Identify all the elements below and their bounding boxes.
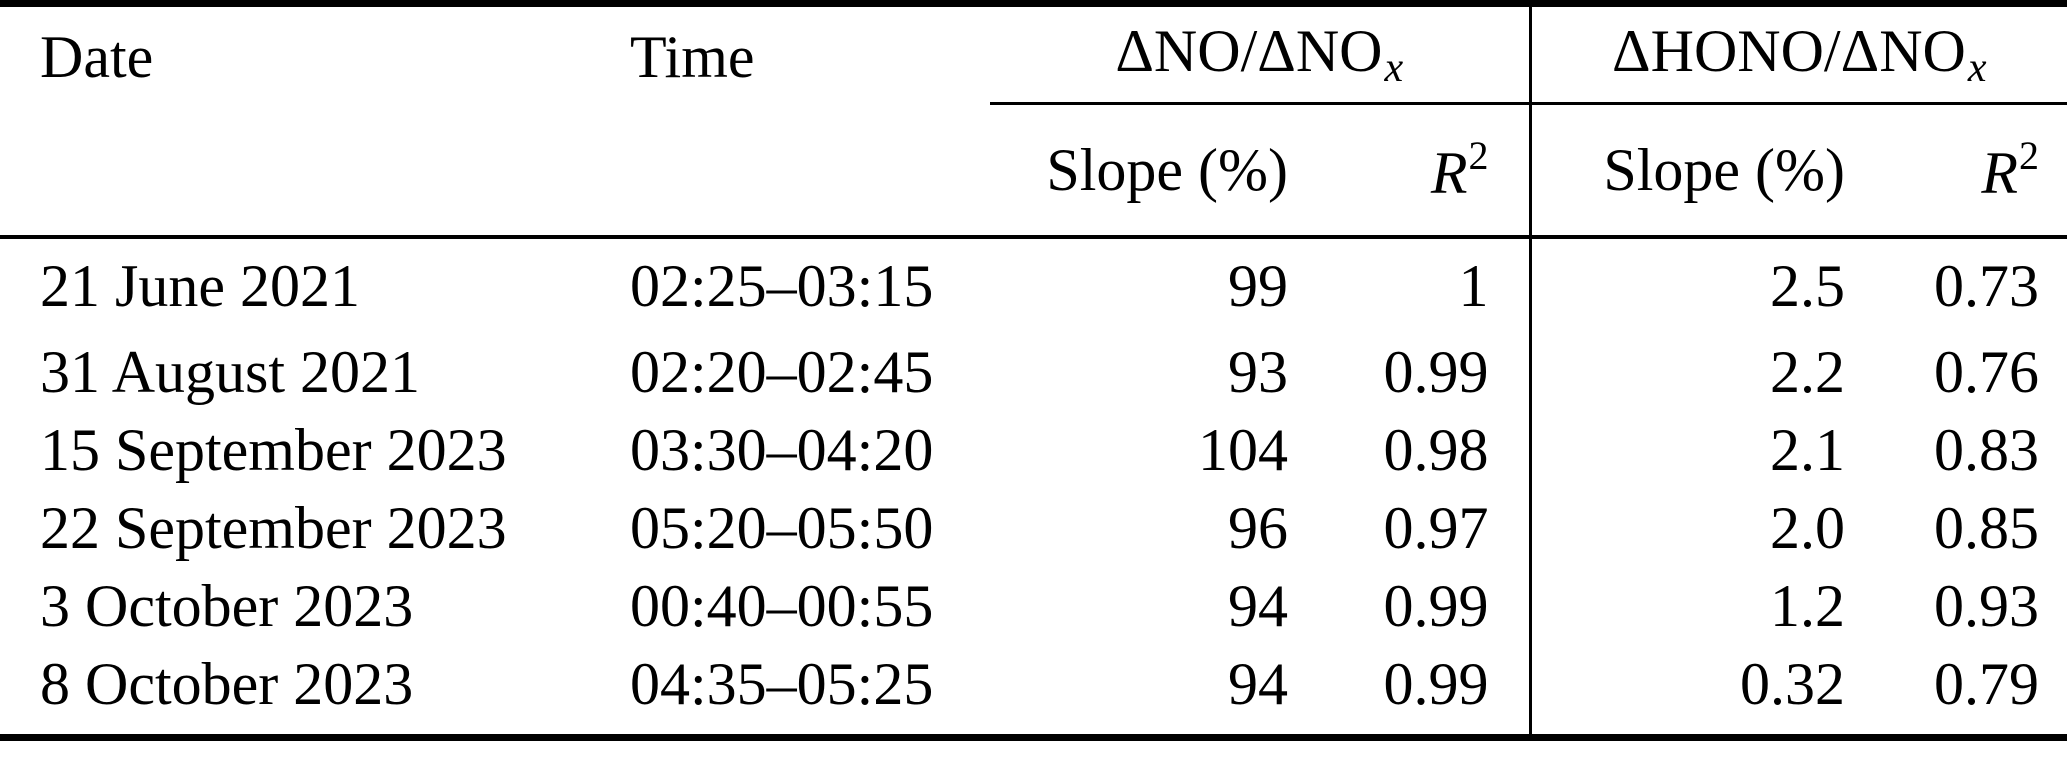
header-hono-slope: Slope (%) [1528, 103, 1861, 239]
cell-no-r2: 0.99 [1383, 338, 1489, 405]
cell-no-slope: 94 [1228, 572, 1288, 639]
cell-time: 00:40–00:55 [630, 572, 934, 639]
subscript-x: x [1967, 44, 1987, 91]
cell-hono-slope: 1.2 [1528, 566, 1861, 645]
cell-hono-r2: 0.85 [1934, 494, 2040, 561]
slope-label: Slope (%) [1046, 136, 1288, 203]
cell-hono-r2: 0.73 [1934, 252, 2040, 319]
cell-no-slope: 94 [1228, 650, 1288, 717]
cell-hono-slope: 2.1 [1528, 410, 1861, 489]
cell-no-r2: 0.98 [1383, 416, 1489, 483]
table-row: 3 October 2023 00:40–00:55 94 0.99 1.2 0… [0, 566, 2067, 645]
header-date-label: Date [40, 24, 154, 90]
cell-no-r2: 0.99 [1383, 650, 1489, 717]
r-symbol: R [1430, 140, 1468, 207]
cell-hono-slope: 2.5 [1528, 236, 1861, 333]
header-time-label: Time [630, 24, 755, 90]
cell-no-slope: 104 [1198, 416, 1288, 483]
cell-date: 21 June 2021 [40, 252, 360, 319]
cell-date: 3 October 2023 [40, 572, 414, 639]
cell-hono-slope: 0.32 [1528, 644, 1861, 738]
cell-date: 22 September 2023 [40, 494, 507, 561]
regression-results-table: Date Time ΔNO/ΔNOx ΔHONO/ΔNOx Slope (%) … [0, 0, 2067, 741]
header-no-r2: R2 [1300, 103, 1531, 239]
table-row: 15 September 2023 03:30–04:20 104 0.98 2… [0, 410, 2067, 489]
group-no-formula: ΔNO/ΔNO [1115, 17, 1383, 84]
cell-time: 04:35–05:25 [630, 650, 934, 717]
cell-time: 05:20–05:50 [630, 494, 934, 561]
sub-header-row: Slope (%) R2 Slope (%) R2 [0, 103, 2067, 239]
cell-hono-r2: 0.83 [1934, 416, 2040, 483]
cell-no-r2: 0.99 [1383, 572, 1489, 639]
header-no-slope: Slope (%) [990, 103, 1300, 239]
table-row: 8 October 2023 04:35–05:25 94 0.99 0.32 … [0, 644, 2067, 738]
slope-label: Slope (%) [1603, 136, 1846, 203]
cell-time: 03:30–04:20 [630, 416, 934, 483]
cell-date: 15 September 2023 [40, 416, 507, 483]
group-header-row: Date Time ΔNO/ΔNOx ΔHONO/ΔNOx [0, 3, 2067, 239]
cell-no-slope: 96 [1228, 494, 1288, 561]
header-hono-r2: R2 [1860, 103, 2067, 239]
cell-no-slope: 93 [1228, 338, 1288, 405]
table-row: 21 June 2021 02:25–03:15 99 1 2.5 0.73 [0, 236, 2067, 333]
subscript-x: x [1384, 44, 1404, 91]
table-row: 31 August 2021 02:20–02:45 93 0.99 2.2 0… [0, 332, 2067, 411]
cell-hono-r2: 0.79 [1934, 650, 2040, 717]
r-exponent: 2 [1468, 133, 1489, 179]
cell-hono-r2: 0.93 [1934, 572, 2040, 639]
cell-hono-slope: 2.2 [1528, 332, 1861, 411]
r-symbol: R [1981, 140, 2019, 207]
cell-hono-r2: 0.76 [1934, 338, 2040, 405]
cell-date: 31 August 2021 [40, 338, 421, 405]
cell-no-slope: 99 [1228, 252, 1288, 319]
cell-time: 02:25–03:15 [630, 252, 934, 319]
table-row: 22 September 2023 05:20–05:50 96 0.97 2.… [0, 488, 2067, 567]
header-time: Time [590, 3, 990, 239]
header-group-dhono-dnox: ΔHONO/ΔNOx [1528, 3, 2067, 105]
header-group-dno-dnox: ΔNO/ΔNOx [990, 3, 1531, 105]
cell-date: 8 October 2023 [40, 650, 414, 717]
cell-no-r2: 1 [1458, 252, 1489, 319]
cell-time: 02:20–02:45 [630, 338, 934, 405]
header-date: Date [0, 3, 590, 239]
group-hono-formula: ΔHONO/ΔNO [1612, 17, 1966, 84]
cell-hono-slope: 2.0 [1528, 488, 1861, 567]
r-exponent: 2 [2019, 133, 2040, 179]
cell-no-r2: 0.97 [1383, 494, 1489, 561]
